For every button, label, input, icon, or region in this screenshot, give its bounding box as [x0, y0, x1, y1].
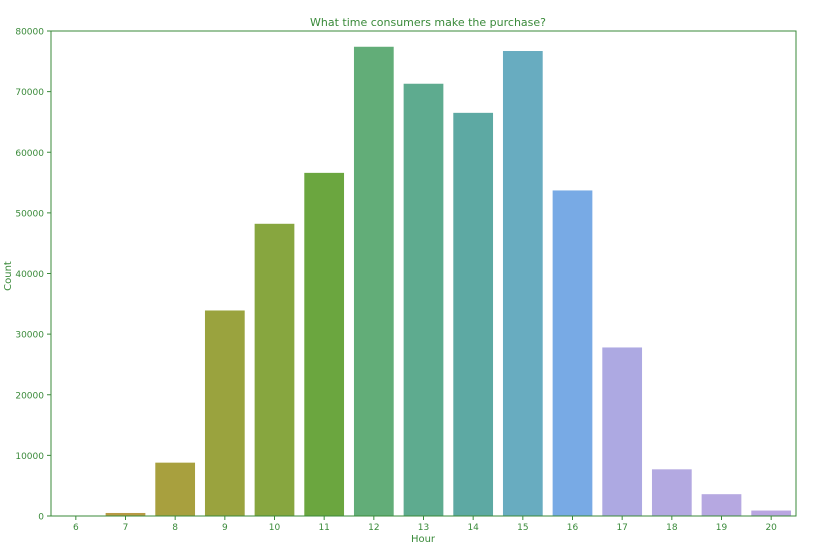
x-tick-label: 11 — [318, 523, 329, 533]
bar — [155, 462, 196, 516]
x-axis-label: Hour — [411, 534, 436, 545]
bar — [502, 51, 543, 516]
y-tick-label: 40000 — [15, 270, 44, 280]
bar — [602, 347, 643, 516]
x-tick-label: 8 — [172, 523, 178, 533]
x-tick-label: 10 — [269, 523, 281, 533]
y-tick-label: 60000 — [15, 149, 44, 159]
bar — [453, 112, 494, 516]
bar — [254, 223, 295, 517]
y-tick-label: 20000 — [15, 391, 44, 401]
y-tick-label: 80000 — [15, 28, 44, 38]
bar — [552, 190, 593, 516]
plot-area: 0 10000 20000 30000 40000 50000 60000 70000 8000… — [15, 28, 797, 533]
x-tick-label: 17 — [616, 523, 627, 533]
y-axis-label: Count — [3, 261, 14, 291]
bar — [105, 512, 146, 516]
x-tick-label: 9 — [222, 523, 228, 533]
bar — [651, 469, 692, 516]
x-tick-label: 6 — [73, 523, 79, 533]
bar — [403, 83, 444, 517]
y-tick-label: 0 — [38, 513, 44, 523]
x-tick-label: 12 — [368, 523, 379, 533]
y-tick-label: 10000 — [15, 452, 44, 462]
y-tick-label: 50000 — [15, 209, 44, 219]
x-tick-label: 7 — [123, 523, 129, 533]
bar — [701, 494, 742, 516]
x-tick-label: 20 — [765, 523, 777, 533]
x-tick-label: 13 — [418, 523, 429, 533]
x-tick-label: 19 — [716, 523, 728, 533]
bar — [751, 510, 792, 516]
x-tick-label: 16 — [567, 523, 579, 533]
x-tick-label: 15 — [517, 523, 528, 533]
y-tick-label: 30000 — [15, 331, 44, 341]
y-tick-label: 70000 — [15, 88, 44, 98]
bar — [204, 310, 245, 516]
x-tick-label: 18 — [666, 523, 678, 533]
bar — [304, 172, 345, 517]
x-tick-label: 14 — [467, 523, 479, 533]
bar — [353, 46, 394, 516]
chart-title: What time consumers make the purchase? — [310, 16, 546, 29]
